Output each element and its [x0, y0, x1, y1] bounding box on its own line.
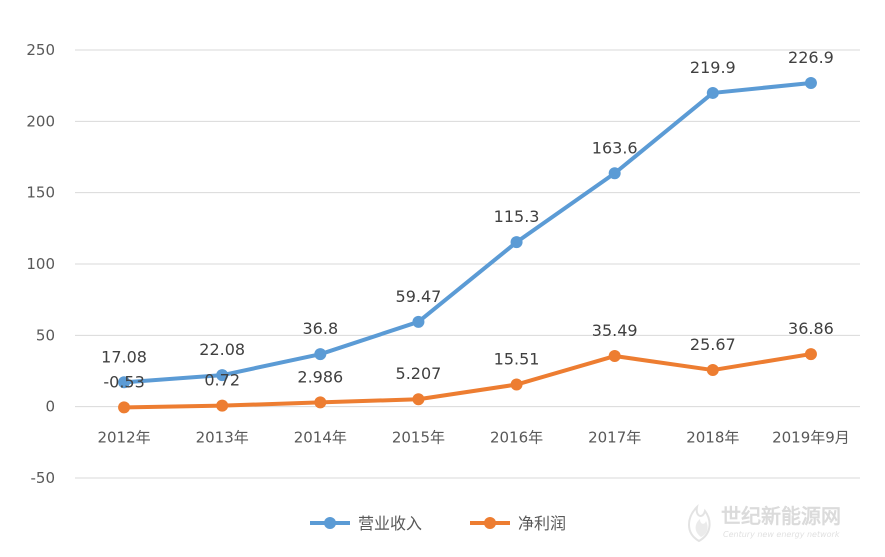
legend-label: 净利润 — [518, 514, 566, 533]
series-line — [122, 80, 813, 385]
y-tick-label: 0 — [45, 398, 55, 416]
x-tick-label: 2012年 — [97, 429, 150, 447]
data-point — [804, 348, 817, 361]
data-point — [706, 364, 719, 377]
data-label: 115.3 — [494, 207, 540, 226]
watermark-text: 世纪新能源网 — [721, 504, 841, 528]
data-point — [216, 369, 229, 382]
data-label: 35.49 — [592, 321, 638, 340]
data-point — [706, 86, 719, 99]
data-point — [118, 401, 131, 414]
y-tick-label: 150 — [26, 184, 55, 202]
data-point — [412, 315, 425, 328]
data-point — [412, 393, 425, 406]
legend-label: 营业收入 — [358, 514, 422, 533]
flame-logo-icon — [688, 503, 711, 543]
data-label: 25.67 — [690, 335, 736, 354]
data-label: 226.9 — [788, 48, 834, 67]
data-point — [804, 76, 817, 89]
y-tick-label: -50 — [31, 469, 56, 487]
data-label: 5.207 — [396, 364, 442, 383]
watermark-subtext: Century new energy network — [723, 530, 840, 539]
x-tick-label: 2013年 — [196, 429, 249, 447]
x-tick-label: 2018年 — [686, 429, 739, 447]
legend: 营业收入 净利润 — [310, 514, 566, 533]
data-label: 59.47 — [396, 287, 442, 306]
y-tick-label: 100 — [26, 255, 55, 273]
x-tick-label: 2015年 — [392, 429, 445, 447]
data-label: 36.8 — [303, 319, 339, 338]
data-point — [216, 399, 229, 412]
y-tick-label: 200 — [26, 112, 55, 130]
data-labels: 17.08 22.08 36.8 59.47 115.3 163.6 219.9 226.9 -… — [101, 48, 834, 391]
series-line — [122, 352, 813, 410]
data-label: 219.9 — [690, 58, 736, 77]
legend-marker — [484, 517, 496, 529]
x-axis-tick-labels: 2012年 2013年 2014年 2015年 2016年 2017年 2018年 2019年… — [97, 429, 849, 447]
x-tick-label: 2016年 — [490, 429, 543, 447]
legend-marker — [324, 517, 336, 529]
data-label: -0.53 — [103, 372, 144, 391]
y-tick-label: 50 — [36, 326, 55, 344]
data-point — [314, 348, 327, 361]
series-lines — [118, 76, 817, 414]
data-label: 163.6 — [592, 138, 638, 157]
gridlines — [75, 49, 860, 479]
x-tick-label: 2019年9月 — [772, 429, 850, 447]
y-axis-tick-labels: -50 0 50 100 150 200 250 — [26, 41, 55, 487]
data-label: 15.51 — [494, 350, 540, 369]
watermark-logo: 世纪新能源网 Century new energy network — [688, 503, 841, 543]
data-label: 22.08 — [199, 340, 245, 359]
data-point — [608, 167, 621, 180]
data-label: 36.86 — [788, 319, 834, 338]
x-tick-label: 2017年 — [588, 429, 641, 447]
data-point — [118, 376, 131, 389]
data-label: 17.08 — [101, 347, 147, 366]
x-tick-label: 2014年 — [294, 429, 347, 447]
data-label: 2.986 — [297, 367, 343, 386]
data-point — [314, 396, 327, 409]
y-tick-label: 250 — [26, 41, 55, 59]
data-point — [608, 350, 621, 363]
data-point — [510, 236, 523, 249]
data-point — [510, 378, 523, 391]
data-label: 0.72 — [204, 371, 240, 390]
